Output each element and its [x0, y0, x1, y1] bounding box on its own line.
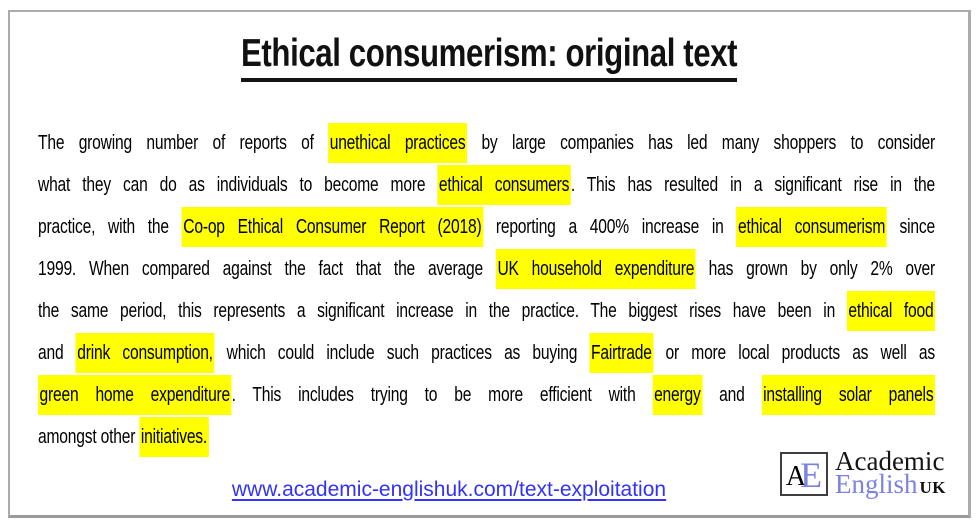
- text-segment: . This includes trying to be more effici…: [231, 384, 653, 406]
- highlighted-phrase: initiatives.: [139, 417, 209, 457]
- paragraph-line: practice, with the Co-op Ethical Consume…: [38, 206, 935, 248]
- highlighted-phrase: ethical food: [846, 291, 936, 331]
- highlighted-phrase: ethical consumers: [437, 165, 571, 205]
- logo-monogram-box: A E: [779, 452, 828, 496]
- highlighted-phrase: Co-op Ethical Consumer Report (2018): [181, 207, 484, 247]
- page-title: Ethical consumerism: original text: [240, 33, 737, 82]
- logo-word-english: English: [834, 469, 918, 499]
- text-segment: and: [38, 342, 76, 364]
- footer-link[interactable]: www.academic-englishuk.com/text-exploita…: [231, 478, 667, 501]
- highlighted-phrase: installing solar panels: [761, 375, 935, 415]
- paragraph: The growing number of reports of unethic…: [38, 122, 935, 458]
- paragraph-line: what they can do as individuals to becom…: [38, 164, 935, 206]
- text-segment: the same period, this represents a signi…: [38, 300, 847, 322]
- highlighted-phrase: Fairtrade: [589, 333, 654, 373]
- paragraph-line: 1999. When compared against the fact tha…: [38, 248, 935, 290]
- title-row: Ethical consumerism: original text: [10, 33, 968, 94]
- logo-wordmark: Academic English UK: [834, 446, 946, 499]
- highlighted-phrase: green home expenditure: [38, 375, 232, 415]
- text-segment: The growing number of reports of: [38, 132, 329, 154]
- logo-letter-e: E: [800, 455, 823, 495]
- logo-word-uk: UK: [919, 478, 946, 497]
- paragraph-line: the same period, this represents a signi…: [38, 290, 936, 332]
- highlighted-phrase: ethical consumerism: [736, 207, 887, 247]
- paragraph-line: amongst other initiatives.: [38, 416, 935, 458]
- text-segment: reporting a 400% increase in: [483, 216, 737, 238]
- text-segment: by large companies has led many shoppers…: [467, 132, 935, 154]
- logo-line2: English UK: [834, 469, 946, 499]
- logo-word-academic: Academic: [834, 446, 945, 476]
- text-segment: which could include such practices as bu…: [214, 342, 590, 364]
- highlighted-phrase: UK household expenditure: [495, 249, 696, 289]
- text-segment: has grown by only 2% over: [695, 258, 936, 280]
- text-segment: since: [886, 216, 936, 238]
- footer-link-row: www.academic-englishuk.com/text-exploita…: [10, 478, 888, 502]
- highlighted-phrase: drink consumption,: [75, 333, 215, 373]
- logo-letter-a: A: [785, 461, 807, 492]
- text-segment: amongst other: [38, 426, 140, 448]
- text-segment: . This has resulted in a significant ris…: [570, 174, 935, 196]
- paragraph-line: green home expenditure. This includes tr…: [38, 374, 935, 416]
- text-segment: or more local products as well as: [653, 342, 936, 364]
- paragraph-line: The growing number of reports of unethic…: [38, 122, 935, 164]
- academic-english-uk-logo: A E Academic English UK: [779, 446, 946, 499]
- text-segment: and: [702, 384, 762, 406]
- paragraph-line: and drink consumption, which could inclu…: [38, 332, 935, 374]
- text-segment: practice, with the: [38, 216, 182, 238]
- highlighted-phrase: unethical practices: [328, 123, 468, 163]
- text-segment: 1999. When compared against the fact tha…: [38, 258, 496, 280]
- text-segment: what they can do as individuals to becom…: [38, 174, 438, 196]
- page-frame: Ethical consumerism: original text The g…: [8, 10, 971, 518]
- highlighted-phrase: energy: [652, 375, 703, 415]
